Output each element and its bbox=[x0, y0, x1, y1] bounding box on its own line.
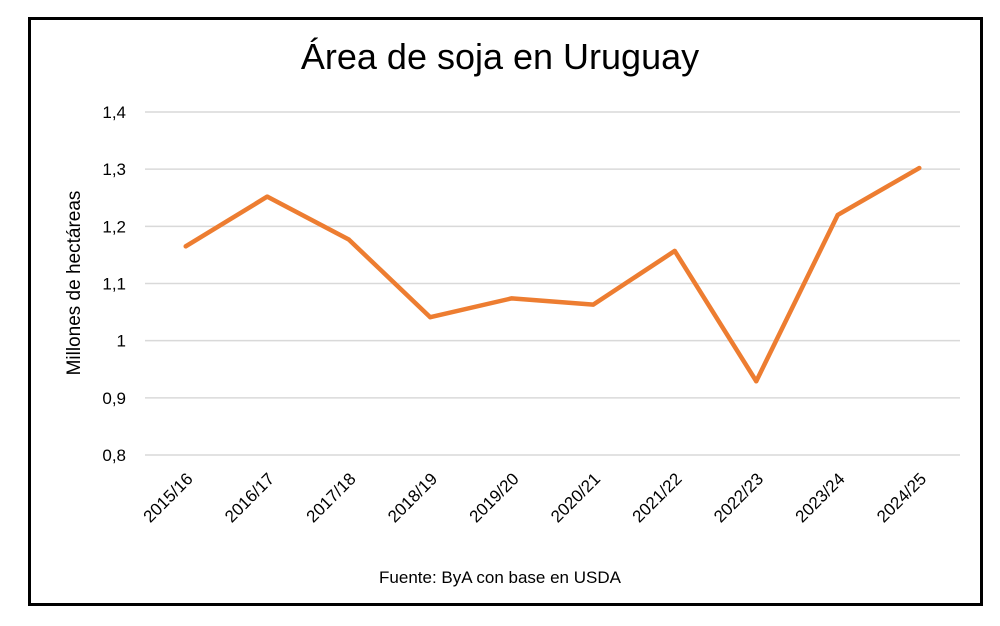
data-point bbox=[265, 194, 270, 199]
x-tick-label: 2024/25 bbox=[873, 469, 930, 526]
x-tick-label: 2019/20 bbox=[466, 469, 523, 526]
data-point bbox=[672, 248, 677, 253]
series-line bbox=[183, 165, 922, 384]
x-tick-label: 2020/21 bbox=[547, 469, 604, 526]
source-note: Fuente: ByA con base en USDA bbox=[379, 568, 621, 587]
x-tick-label: 2017/18 bbox=[303, 469, 360, 526]
chart-frame bbox=[28, 17, 983, 606]
y-tick-label: 0,9 bbox=[102, 389, 126, 408]
data-point bbox=[428, 315, 433, 320]
data-point bbox=[509, 296, 514, 301]
data-point bbox=[754, 379, 759, 384]
y-tick-label: 0,8 bbox=[102, 446, 126, 465]
y-tick-label: 1 bbox=[117, 332, 126, 351]
x-tick-label: 2022/23 bbox=[710, 469, 767, 526]
y-tick-label: 1,2 bbox=[102, 217, 126, 236]
y-tick-label: 1,1 bbox=[102, 275, 126, 294]
data-point bbox=[591, 302, 596, 307]
y-tick-label: 1,3 bbox=[102, 160, 126, 179]
data-point bbox=[835, 212, 840, 217]
data-point bbox=[346, 237, 351, 242]
x-tick-label: 2023/24 bbox=[792, 469, 849, 526]
x-tick-label: 2016/17 bbox=[221, 469, 278, 526]
y-tick-label: 1,4 bbox=[102, 103, 126, 122]
x-tick-label: 2018/19 bbox=[384, 469, 441, 526]
chart-title: Área de soja en Uruguay bbox=[300, 36, 700, 77]
data-point bbox=[917, 166, 922, 171]
data-point bbox=[183, 244, 188, 249]
x-tick-label: 2021/22 bbox=[629, 469, 686, 526]
x-tick-label: 2015/16 bbox=[140, 469, 197, 526]
